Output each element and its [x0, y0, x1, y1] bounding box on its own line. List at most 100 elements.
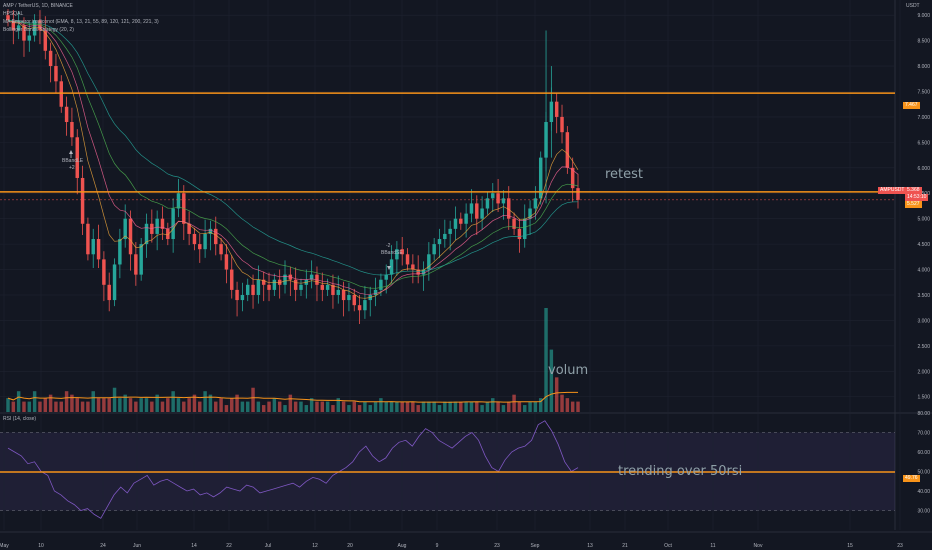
signal-bbandle-sub: +2: [69, 165, 75, 171]
volume-bar: [118, 398, 122, 412]
volume-bar: [496, 401, 500, 412]
time-tick-label: Aug: [398, 543, 407, 549]
volume-bar: [171, 391, 175, 412]
price-tick-label: 7.000: [917, 115, 930, 121]
volume-bar: [368, 405, 372, 412]
volume-bar: [411, 401, 415, 412]
candle-body: [107, 284, 111, 301]
signal-arrow-up: [69, 150, 73, 154]
candle-body: [219, 244, 223, 255]
candle-body: [554, 101, 559, 117]
candle-body: [235, 289, 239, 301]
volume-bar: [70, 394, 74, 412]
candle-body: [155, 218, 159, 234]
volume-bar: [453, 401, 458, 412]
volume-bar: [240, 401, 245, 412]
candle-body: [331, 284, 335, 295]
candle-body: [459, 218, 463, 224]
rsi-tick-label: 70.00: [917, 431, 930, 437]
candle-body: [485, 198, 490, 209]
candle-body: [166, 228, 170, 240]
candle-body: [38, 20, 42, 31]
rsi-line-tag: 49.76: [903, 475, 920, 482]
candle-body: [432, 244, 436, 255]
price-tick-label: 3.000: [917, 318, 930, 324]
volume-bar: [59, 401, 64, 412]
volume-bar: [267, 401, 271, 412]
current-price-tag: 5.368: [905, 187, 922, 194]
time-tick-label: 12: [312, 543, 318, 549]
volume-bar: [182, 401, 186, 412]
currency-label: USDT: [906, 3, 920, 9]
volume-bar: [416, 405, 420, 412]
price-tick-label: 8.000: [917, 64, 930, 70]
time-tick-label: 15: [847, 543, 853, 549]
volume-bar: [107, 398, 111, 412]
candle-body: [576, 188, 580, 200]
volume-bar: [134, 401, 138, 412]
time-tick-label: Nov: [754, 543, 763, 549]
candle-body: [102, 259, 106, 285]
volume-bar: [325, 401, 330, 412]
volume-bar: [384, 401, 388, 412]
rsi-tick-label: 80.00: [917, 411, 930, 417]
volume-bar: [235, 394, 239, 412]
volume-bar: [208, 394, 213, 412]
volume-bar: [86, 401, 90, 412]
candle-body: [283, 274, 287, 285]
price-tick-label: 9.000: [917, 13, 930, 19]
candle-body: [421, 269, 426, 275]
volume-bar: [320, 401, 325, 412]
volume-bar: [352, 401, 356, 412]
price-tick-label: 6.000: [917, 166, 930, 172]
moving-average-line: [7, 19, 579, 295]
volume-bar: [421, 401, 426, 412]
volume-bar: [475, 401, 479, 412]
volume-bar: [373, 401, 378, 412]
candle-body: [341, 289, 346, 301]
volume-bar: [102, 398, 106, 412]
candle-body: [277, 279, 282, 285]
countdown-tag: 14:53:10: [905, 194, 929, 201]
rsi-tick-label: 30.00: [917, 509, 930, 515]
volume-bar: [176, 398, 181, 412]
volume-bar: [144, 398, 149, 412]
candle-body: [501, 198, 506, 204]
volume-bar: [277, 401, 282, 412]
price-tick-label: 6.500: [917, 140, 930, 146]
time-tick-label: 21: [622, 543, 628, 549]
time-tick-label: 23: [897, 543, 903, 549]
candle-body: [347, 294, 351, 301]
price-tick-label: 2.500: [917, 344, 930, 350]
volume-bar: [443, 401, 447, 412]
candle-body: [443, 233, 447, 240]
candle-body: [245, 284, 250, 295]
time-tick-label: 14: [191, 543, 197, 549]
candle-body: [198, 244, 202, 250]
lower-line-price-tag: 5.527: [905, 201, 922, 208]
rsi-tick-label: 40.00: [917, 489, 930, 495]
volume-bar: [11, 401, 16, 412]
candle-body: [320, 284, 325, 290]
signal-bbandle-label: BBandLE: [62, 158, 84, 164]
volume-bar: [214, 401, 218, 412]
candle-body: [384, 274, 388, 280]
candle-body: [517, 228, 522, 240]
candle-body: [43, 30, 48, 51]
signal-bbandse-label: -2: [386, 243, 391, 249]
volume-bar: [544, 308, 548, 412]
candle-body: [11, 20, 16, 31]
candle-body: [251, 284, 255, 295]
rsi-line: [7, 420, 579, 519]
candle-body: [528, 208, 532, 219]
symbol-tag: AMPUSDT: [878, 187, 907, 194]
volume-bar: [123, 394, 127, 412]
volume-bar: [480, 405, 484, 412]
candle-body: [299, 284, 303, 290]
volume-bar: [288, 394, 293, 412]
candle-body: [96, 239, 101, 260]
candle-body: [176, 193, 181, 209]
volume-bar: [341, 401, 346, 412]
candle-body: [357, 305, 362, 311]
